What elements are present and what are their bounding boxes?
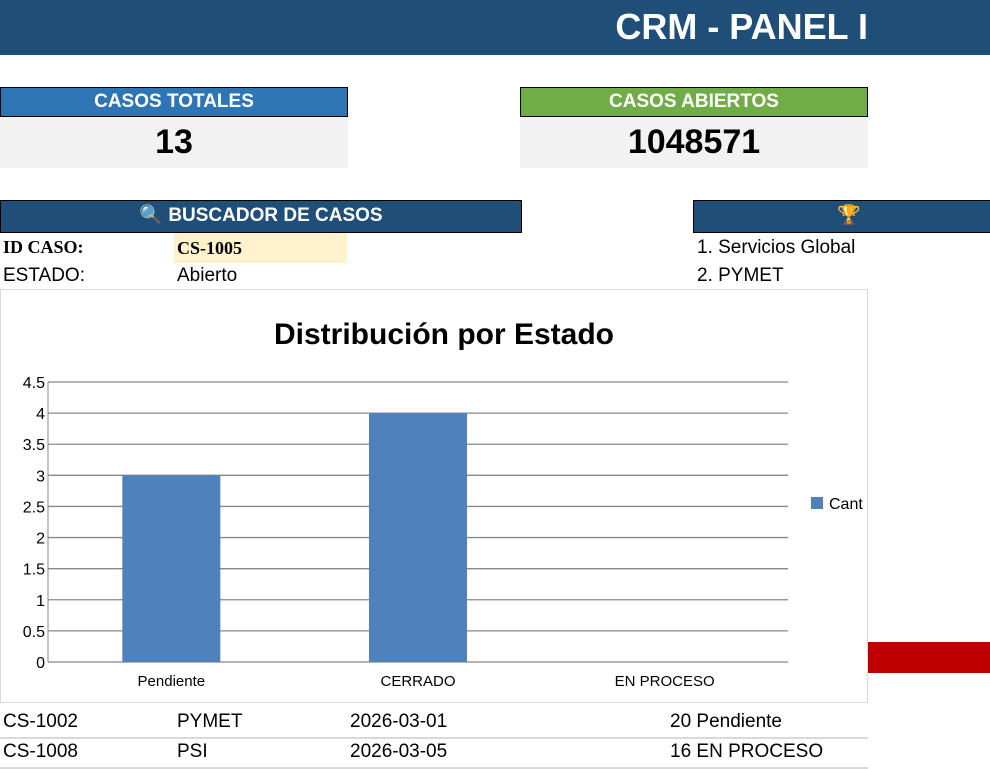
x-tick-label: EN PROCESO xyxy=(615,673,715,690)
chart-svg: Distribución por Estado 0 0.5 1 1.5 2 2.5 3 3.5… xyxy=(23,318,864,690)
y-tick-label: 1.5 xyxy=(23,562,45,579)
days-status: 16 EN PROCESO xyxy=(670,741,824,762)
client: PYMET xyxy=(177,711,243,732)
y-tick-label: 2.5 xyxy=(23,499,45,516)
y-tick-label: 3 xyxy=(36,468,45,485)
y-tick-label: 4 xyxy=(36,406,45,423)
search-icon: 🔍 xyxy=(139,205,164,226)
status-value: Abierto xyxy=(177,265,238,286)
legend-swatch xyxy=(811,497,823,509)
x-tick-label: Pendiente xyxy=(138,673,206,690)
table-row: CS-1002 PYMET 2026-03-01 20 Pendiente xyxy=(0,707,868,739)
status-chart[interactable]: Distribución por Estado 0 0.5 1 1.5 2 2.5 3 3.5… xyxy=(0,289,868,703)
ranking-item: 2. PYMET xyxy=(697,265,784,286)
case-id: CS-1002 xyxy=(3,711,78,732)
date: 2026-03-01 xyxy=(350,711,448,732)
y-tick-label: 0.5 xyxy=(23,624,45,641)
client: PSI xyxy=(177,741,208,762)
search-header: 🔍 BUSCADOR DE CASOS xyxy=(0,200,522,233)
bar-pendiente xyxy=(122,475,221,662)
y-tick-label: 2 xyxy=(36,531,45,548)
legend-label: Cant xyxy=(829,496,863,513)
y-tick-label: 0 xyxy=(36,655,45,672)
kpi-total-value: 13 xyxy=(0,117,348,168)
id-input[interactable]: CS-1005 xyxy=(174,233,347,263)
y-tick-label: 4.5 xyxy=(23,375,45,392)
y-tick-label: 1 xyxy=(36,593,45,610)
kpi-open-label: CASOS ABIERTOS xyxy=(520,87,868,117)
date: 2026-03-05 xyxy=(350,741,448,762)
page-title: CRM - PANEL I xyxy=(615,6,868,47)
search-title: BUSCADOR DE CASOS xyxy=(168,205,383,226)
chart-title: Distribución por Estado xyxy=(274,318,614,351)
ranking-header: 🏆 xyxy=(693,200,990,233)
header-bar xyxy=(0,0,990,55)
days-status: 20 Pendiente xyxy=(670,711,782,732)
case-id: CS-1008 xyxy=(3,741,78,762)
table-row: CS-1008 PSI 2026-03-05 16 EN PROCESO xyxy=(0,737,868,769)
bar-cerrado xyxy=(369,413,467,662)
status-label: ESTADO: xyxy=(3,265,85,286)
kpi-total-label: CASOS TOTALES xyxy=(0,87,348,117)
ranking-item: 1. Servicios Global xyxy=(697,237,856,258)
y-tick-label: 3.5 xyxy=(23,437,45,454)
id-label: ID CASO: xyxy=(3,237,84,257)
alert-bar xyxy=(868,642,990,673)
x-tick-label: CERRADO xyxy=(380,673,455,690)
kpi-open-value: 1048571 xyxy=(520,117,868,168)
trophy-icon: 🏆 xyxy=(837,205,861,226)
